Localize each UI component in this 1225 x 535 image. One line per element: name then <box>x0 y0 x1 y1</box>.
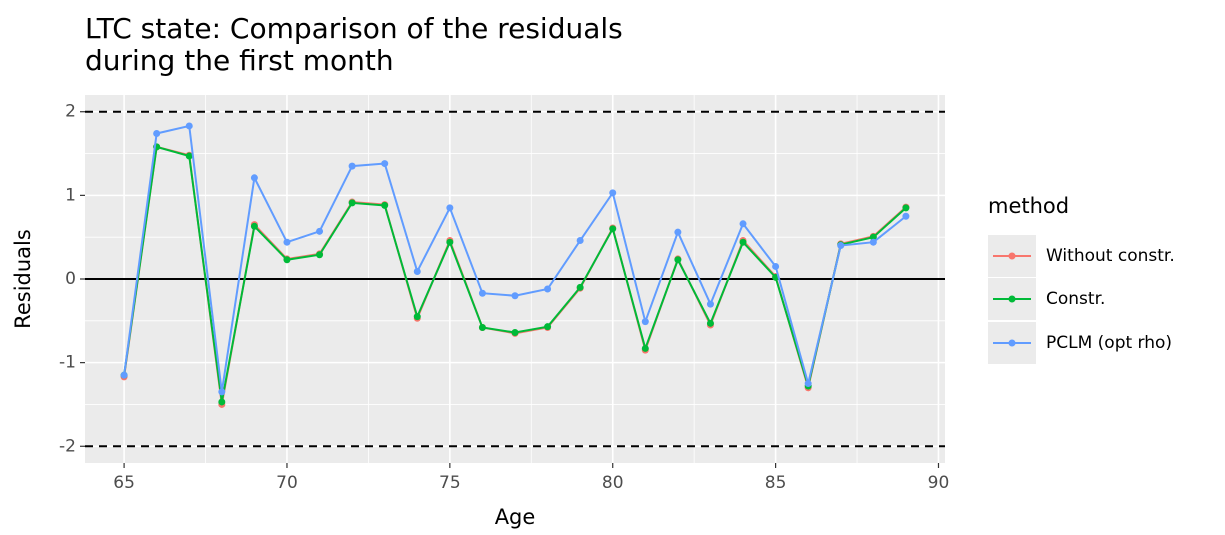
data-point <box>641 344 649 352</box>
data-point <box>120 371 128 379</box>
data-point <box>185 122 193 130</box>
data-point <box>348 199 356 207</box>
data-point <box>511 292 519 300</box>
x-tick-label: 75 <box>439 473 461 493</box>
x-tick-label: 65 <box>113 473 135 493</box>
data-point <box>772 262 780 270</box>
x-tick-label: 70 <box>276 473 298 493</box>
data-point <box>674 256 682 264</box>
data-point <box>902 212 910 220</box>
y-tick-label: 2 <box>65 102 76 122</box>
data-point <box>413 267 421 275</box>
data-point <box>348 162 356 170</box>
data-point <box>250 222 258 230</box>
data-point <box>316 251 324 259</box>
data-point <box>739 220 747 228</box>
data-point <box>609 189 617 197</box>
x-axis-title: Age <box>495 505 536 529</box>
legend-label: Without constr. <box>1046 246 1175 266</box>
x-tick-label: 85 <box>765 473 787 493</box>
y-tick-label: -1 <box>59 353 76 373</box>
legend-point <box>1008 252 1016 260</box>
y-tick-label: 0 <box>65 269 76 289</box>
data-point <box>316 227 324 235</box>
data-point <box>478 324 486 332</box>
legend-point <box>1008 339 1016 347</box>
data-point <box>185 152 193 160</box>
data-point <box>283 238 291 246</box>
y-tick-label: 1 <box>65 185 76 205</box>
data-point <box>641 318 649 326</box>
data-point <box>446 238 454 246</box>
data-point <box>478 289 486 297</box>
x-tick-label: 90 <box>928 473 950 493</box>
chart-title: during the first month <box>85 44 394 77</box>
data-point <box>218 398 226 406</box>
data-point <box>544 285 552 293</box>
legend-label: Constr. <box>1046 289 1105 309</box>
data-point <box>283 256 291 264</box>
chart-title: LTC state: Comparison of the residuals <box>85 12 623 45</box>
data-point <box>576 237 584 245</box>
data-point <box>902 204 910 212</box>
data-point <box>381 160 389 168</box>
data-point <box>837 242 845 250</box>
data-point <box>869 233 877 241</box>
data-point <box>381 201 389 209</box>
data-point <box>869 238 877 246</box>
legend-point <box>1008 295 1016 303</box>
data-point <box>446 204 454 212</box>
data-point <box>511 329 519 337</box>
data-point <box>739 238 747 246</box>
y-axis-title: Residuals <box>11 229 35 329</box>
data-point <box>413 313 421 321</box>
data-point <box>153 129 161 137</box>
data-point <box>674 228 682 236</box>
legend-label: PCLM (opt rho) <box>1046 333 1172 353</box>
data-point <box>544 323 552 331</box>
data-point <box>804 380 812 388</box>
data-point <box>706 319 714 327</box>
y-tick-label: -2 <box>59 436 76 456</box>
legend-title: method <box>988 194 1069 218</box>
x-tick-label: 80 <box>602 473 624 493</box>
data-point <box>706 300 714 308</box>
data-point <box>250 174 258 182</box>
data-point <box>218 388 226 396</box>
data-point <box>576 283 584 291</box>
data-point <box>609 225 617 233</box>
